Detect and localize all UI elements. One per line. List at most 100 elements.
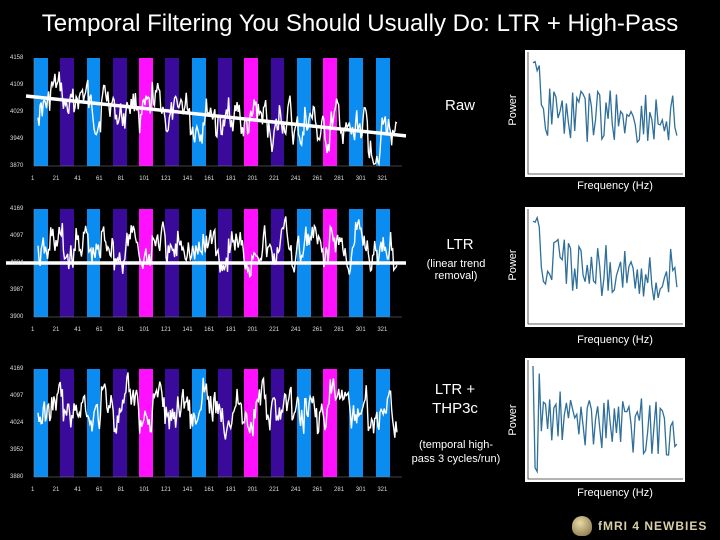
x-tick-label: 161 xyxy=(204,176,215,182)
x-tick-label: 81 xyxy=(117,487,125,493)
x-tick-label: 261 xyxy=(312,176,323,182)
ltr-power-spectrum xyxy=(525,207,685,327)
axis-line xyxy=(527,360,683,480)
x-tick-label: 1 xyxy=(31,327,35,333)
x-tick-label: 321 xyxy=(377,327,388,333)
x-tick-label: 21 xyxy=(52,176,60,182)
x-tick-label: 41 xyxy=(74,487,81,493)
spectrum-svg xyxy=(527,209,683,325)
x-tick-label: 101 xyxy=(139,176,150,182)
spectrum-svg xyxy=(527,360,683,480)
y-tick-label: 3952 xyxy=(10,447,24,453)
timecourse-svg xyxy=(33,369,402,478)
timecourse-svg xyxy=(6,209,406,318)
raw-power-spectrum xyxy=(525,50,685,177)
spectrum-trace xyxy=(532,215,678,301)
stimulus-block xyxy=(218,58,232,166)
x-tick-label: 181 xyxy=(225,487,236,493)
stimulus-block xyxy=(375,369,390,477)
x-tick-label: 121 xyxy=(160,176,171,182)
x-tick-label: 281 xyxy=(334,327,345,333)
x-tick-label: 121 xyxy=(160,327,171,333)
logo-text: fMRI 4 NEWBIES xyxy=(598,519,708,533)
x-tick-label: 101 xyxy=(139,487,150,493)
y-tick-label: 3900 xyxy=(10,314,24,320)
trend-line xyxy=(25,94,406,138)
ltr-thp3c-power-spectrum xyxy=(525,358,685,482)
y-tick-label: 4024 xyxy=(10,260,24,266)
x-tick-label: 1 xyxy=(31,176,35,182)
x-tick-label: 61 xyxy=(95,176,103,182)
signal-trace xyxy=(37,372,398,440)
stimulus-block xyxy=(323,369,337,477)
x-tick-label: 221 xyxy=(269,327,280,333)
x-tick-label: 281 xyxy=(334,176,345,182)
x-tick-label: 161 xyxy=(204,327,215,333)
power-axis-label: Power xyxy=(507,94,519,126)
x-tick-label: 81 xyxy=(117,327,125,333)
ltr-thp3c-sublabel: (temporal high-pass 3 cycles/run) xyxy=(411,439,501,465)
x-tick-label: 141 xyxy=(182,487,193,493)
x-tick-label: 241 xyxy=(290,176,301,182)
x-tick-label: 201 xyxy=(247,327,258,333)
spectrum-trace xyxy=(532,365,678,474)
spectrum-svg xyxy=(527,52,683,175)
y-tick-label: 4169 xyxy=(10,206,24,212)
stimulus-block xyxy=(86,58,101,166)
frequency-axis-label: Frequency (Hz) xyxy=(577,487,653,499)
x-tick-label: 301 xyxy=(355,176,366,182)
stimulus-block xyxy=(34,58,48,166)
y-tick-label: 4158 xyxy=(10,55,24,61)
x-tick-label: 241 xyxy=(290,327,301,333)
x-tick-label: 201 xyxy=(247,176,258,182)
head-icon xyxy=(572,516,592,536)
x-tick-label: 181 xyxy=(225,176,236,182)
x-tick-label: 221 xyxy=(269,487,280,493)
y-tick-label: 4097 xyxy=(10,233,24,239)
axis-line xyxy=(33,58,402,167)
raw-label: Raw xyxy=(444,97,475,114)
y-tick-label: 4024 xyxy=(10,420,24,426)
y-tick-label: 3880 xyxy=(10,474,24,480)
stimulus-block xyxy=(323,58,337,166)
x-tick-label: 321 xyxy=(377,487,388,493)
x-tick-label: 221 xyxy=(269,176,280,182)
x-tick-label: 81 xyxy=(117,176,125,182)
x-tick-label: 21 xyxy=(52,327,60,333)
x-tick-label: 281 xyxy=(334,487,345,493)
fmri-4-newbies-logo: fMRI 4 NEWBIES xyxy=(572,514,712,538)
spectrum-trace xyxy=(532,60,678,144)
x-tick-label: 301 xyxy=(355,487,366,493)
x-tick-label: 41 xyxy=(74,176,81,182)
y-tick-label: 4109 xyxy=(10,82,24,88)
x-tick-label: 301 xyxy=(355,327,366,333)
x-tick-label: 181 xyxy=(225,327,236,333)
x-tick-label: 321 xyxy=(377,176,388,182)
stimulus-block xyxy=(112,369,127,477)
y-tick-label: 4029 xyxy=(10,109,24,115)
stimulus-block xyxy=(139,58,153,166)
stimulus-block xyxy=(375,58,390,166)
stimulus-block xyxy=(270,369,285,477)
timecourse-svg xyxy=(25,58,406,167)
frequency-axis-label: Frequency (Hz) xyxy=(577,334,653,346)
x-tick-label: 141 xyxy=(182,327,193,333)
y-tick-label: 3987 xyxy=(10,287,24,293)
x-tick-label: 201 xyxy=(247,487,258,493)
axis-line xyxy=(527,209,683,325)
x-tick-label: 101 xyxy=(139,327,150,333)
x-tick-label: 21 xyxy=(52,487,60,493)
frequency-axis-label: Frequency (Hz) xyxy=(577,180,653,192)
x-tick-label: 141 xyxy=(182,176,193,182)
ltr-timecourse-plot: 4169 4097 4024 3987 3900 1 21 41 61 81 101 121 141 16… xyxy=(4,205,406,333)
x-tick-label: 1 xyxy=(31,487,35,493)
y-tick-label: 3870 xyxy=(10,163,24,169)
axis-line xyxy=(33,209,402,318)
stimulus-block xyxy=(139,369,153,477)
x-tick-label: 261 xyxy=(312,327,323,333)
signal-trace xyxy=(37,71,398,167)
y-tick-label: 3949 xyxy=(10,136,24,142)
signal-trace xyxy=(37,216,398,279)
y-tick-label: 4169 xyxy=(10,366,24,372)
ltr-sublabel: (linear trend removal) xyxy=(426,258,486,282)
